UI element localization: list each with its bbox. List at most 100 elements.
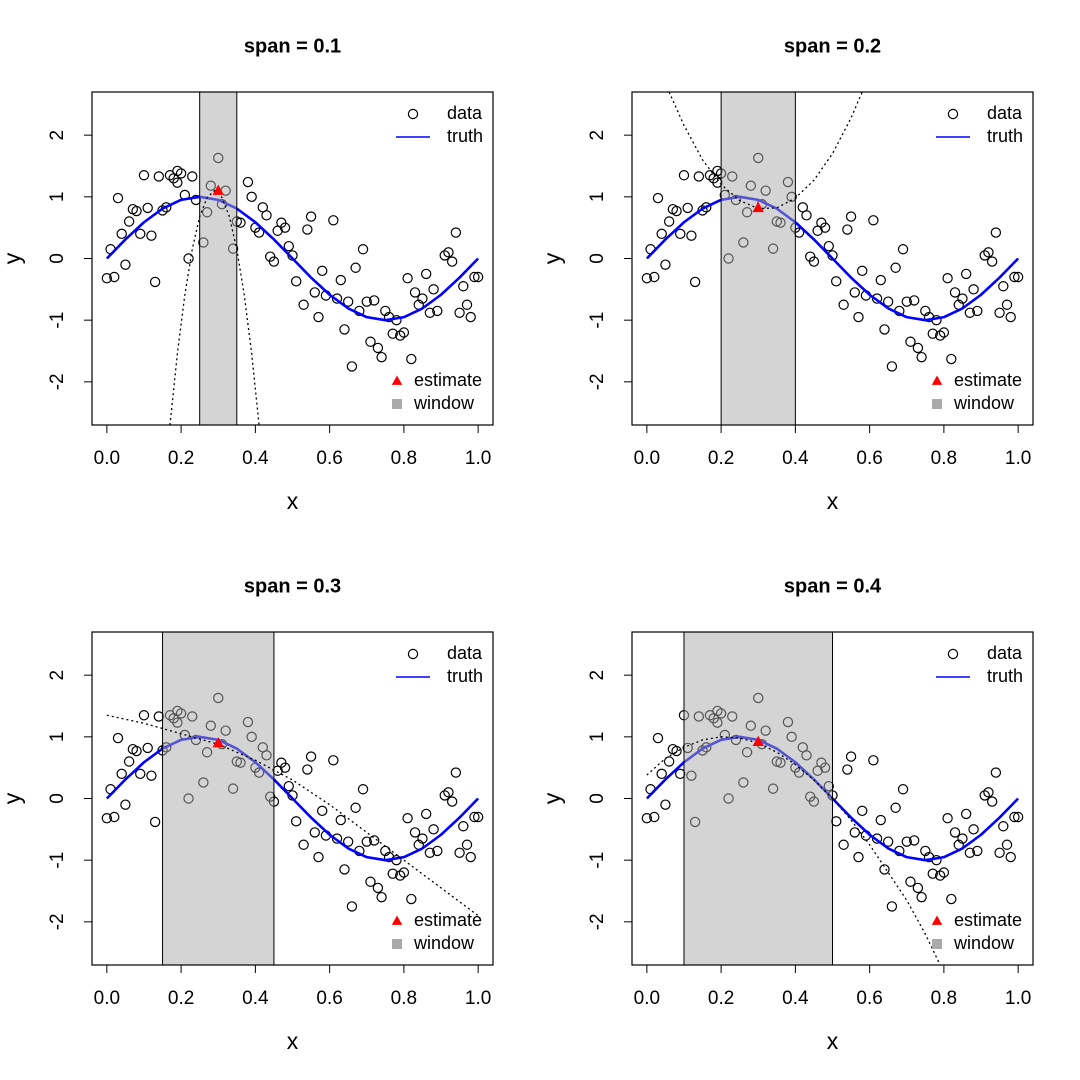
data-point xyxy=(346,361,358,372)
data-point xyxy=(350,802,361,813)
data-point xyxy=(882,836,894,847)
legend-symbol xyxy=(947,648,959,660)
data-point xyxy=(112,732,124,744)
data-point xyxy=(868,215,879,226)
data-point xyxy=(923,311,935,323)
data-point xyxy=(994,847,1005,858)
data-point xyxy=(964,847,976,858)
data-point xyxy=(283,780,294,792)
data-point xyxy=(923,851,935,863)
panel-title: span = 0.4 xyxy=(784,575,882,597)
data-point xyxy=(938,327,950,338)
legend-label: estimate xyxy=(954,370,1022,390)
x-tick-label: 0.6 xyxy=(856,988,882,1009)
data-point xyxy=(845,211,857,222)
legend-symbol xyxy=(392,399,402,409)
data-point xyxy=(652,192,664,204)
legend-symbol xyxy=(407,108,419,120)
data-point xyxy=(398,867,410,878)
legend-symbol xyxy=(932,939,942,949)
data-point xyxy=(328,215,339,226)
panel: span = 0.2 x y 0.0 0.2 0.4 0.6 0.8 1.0 -2 -1 0 1 2 dat… xyxy=(539,35,1034,514)
plot-area xyxy=(101,632,484,965)
data-point xyxy=(1001,299,1013,310)
y-tick-label: 0 xyxy=(587,253,608,264)
data-point xyxy=(309,827,320,838)
y-tick-label: 2 xyxy=(47,670,68,681)
data-point xyxy=(458,821,469,832)
data-point xyxy=(946,353,957,365)
data-point xyxy=(998,821,1009,832)
data-point xyxy=(689,276,701,288)
data-point xyxy=(1012,811,1024,823)
data-point xyxy=(678,170,690,181)
data-point xyxy=(446,796,458,807)
data-point xyxy=(660,259,671,270)
panel: span = 0.4 x y 0.0 0.2 0.4 0.6 0.8 1.0 -2 -1 0 1 2 dat… xyxy=(539,575,1034,1054)
data-point xyxy=(990,767,1002,778)
legend-symbol xyxy=(931,375,943,385)
data-point xyxy=(912,342,924,354)
data-point xyxy=(957,833,968,844)
panel-title: span = 0.2 xyxy=(784,35,881,57)
data-point xyxy=(365,336,376,347)
x-tick-label: 0.2 xyxy=(168,988,194,1009)
data-point xyxy=(983,247,994,258)
data-point xyxy=(912,882,924,894)
data-point xyxy=(868,755,879,766)
data-point xyxy=(472,811,484,823)
plot-frame xyxy=(631,631,1034,966)
legend-item: truth xyxy=(936,666,1023,686)
data-point xyxy=(934,330,946,341)
data-point xyxy=(656,228,667,240)
y-axis-label: y xyxy=(0,792,25,804)
data-point xyxy=(291,816,302,827)
data-point xyxy=(450,227,462,238)
legend-item: truth xyxy=(936,126,1023,146)
y-axis-label: y xyxy=(0,252,25,264)
panel: span = 0.1 x y 0.0 0.2 0.4 0.6 0.8 1.0 -2 -1 0 1 2 dat… xyxy=(0,35,494,514)
y-axis-label: y xyxy=(539,792,565,804)
data-point xyxy=(897,784,909,795)
data-point xyxy=(458,281,469,292)
legend-label: estimate xyxy=(954,910,1022,930)
data-point xyxy=(187,171,198,182)
x-tick-label: 0.0 xyxy=(634,448,660,469)
x-tick-label: 0.4 xyxy=(782,448,809,469)
data-point xyxy=(298,839,309,850)
data-point xyxy=(890,802,901,813)
legend-item: data xyxy=(947,103,1023,123)
legend-item: estimate xyxy=(931,910,1022,930)
data-point xyxy=(357,244,369,255)
data-point xyxy=(693,171,705,182)
data-point xyxy=(882,296,894,307)
data-point xyxy=(342,836,354,847)
y-tick-label: 2 xyxy=(47,130,68,141)
data-point xyxy=(942,273,953,284)
data-point xyxy=(946,893,957,905)
panel-title: span = 0.3 xyxy=(244,575,341,597)
legend-item: window xyxy=(392,933,475,953)
data-point xyxy=(420,268,432,280)
data-point xyxy=(875,274,886,286)
data-point xyxy=(901,836,912,847)
data-point xyxy=(957,293,968,304)
legend-item: window xyxy=(392,393,475,413)
data-point xyxy=(842,224,853,235)
data-point xyxy=(394,870,406,881)
data-point xyxy=(927,868,938,879)
data-point xyxy=(879,864,890,875)
y-tick-label: -2 xyxy=(47,373,68,390)
data-point xyxy=(368,835,380,846)
data-point xyxy=(342,296,354,307)
y-tick-label: -2 xyxy=(587,373,608,390)
estimate-point xyxy=(212,184,224,195)
data-point xyxy=(871,293,883,304)
data-point xyxy=(465,851,476,863)
legend-label: data xyxy=(447,643,483,663)
data-point xyxy=(968,284,979,295)
data-point xyxy=(402,813,413,824)
data-point xyxy=(801,210,812,221)
x-tick-label: 0.6 xyxy=(316,448,342,469)
